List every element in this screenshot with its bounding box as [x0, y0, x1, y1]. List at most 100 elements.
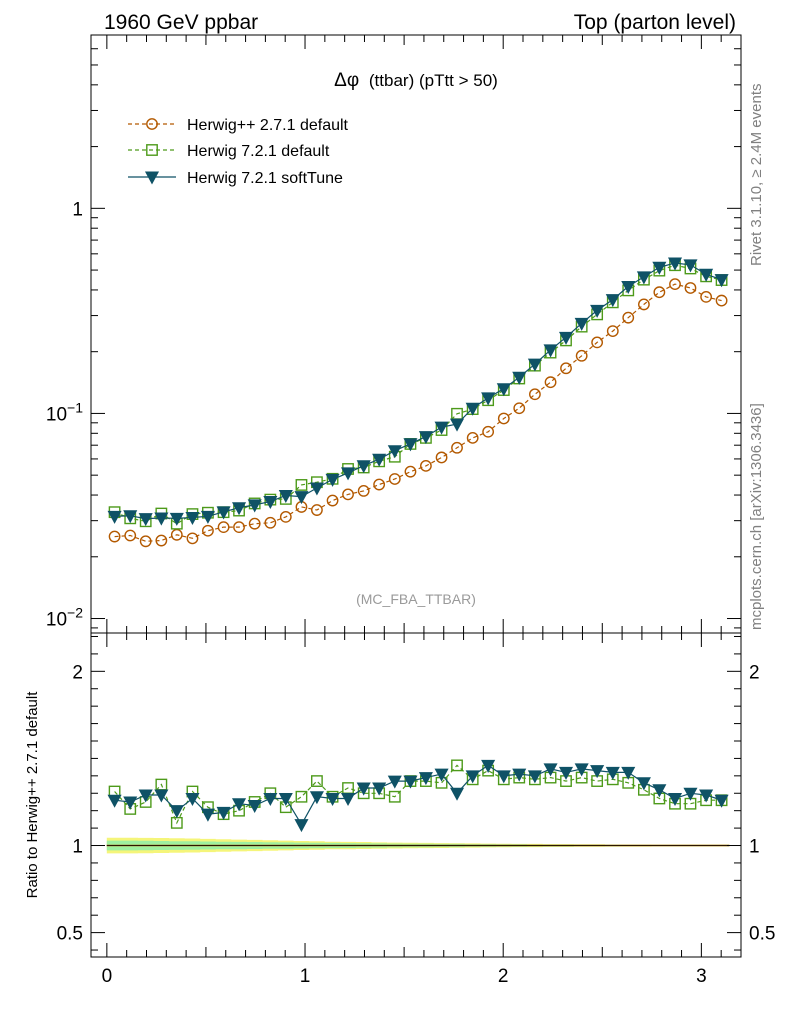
marker-square [388, 790, 401, 803]
marker-circle [357, 485, 370, 497]
marker-circle [233, 521, 245, 534]
marker-triangle [418, 431, 433, 445]
marker-triangle [481, 759, 496, 773]
marker-triangle [465, 770, 480, 784]
ratio-y-tick-label: 1 [72, 837, 83, 858]
main-panel: 10−210−11 Δφ (ttbar) (pTtt > 50) (MC_FBA… [46, 34, 742, 634]
marker-circle [466, 431, 479, 444]
marker-circle [404, 465, 417, 478]
marker-triangle [590, 304, 605, 318]
marker-circle [591, 336, 604, 349]
tick-label-exponent: −1 [67, 399, 83, 415]
marker-circle [575, 349, 588, 362]
series-2 [108, 259, 728, 530]
marker-triangle [403, 775, 418, 789]
ratio-y-tick-label: 0.5 [57, 924, 83, 945]
legend: Herwig++ 2.7.1 default Herwig 7.2.1 defau… [128, 117, 349, 187]
ratio-uncertainty-band [106, 837, 730, 854]
series-3 [107, 257, 729, 527]
marker-circle [560, 362, 572, 375]
analysis-label: (MC_FBA_TTBAR) [356, 591, 476, 607]
main-y-tick-label: 1 [72, 199, 83, 220]
marker-square [451, 759, 463, 772]
marker-triangle [356, 460, 371, 474]
marker-triangle [403, 438, 418, 452]
plot-title: Δφ (ttbar) (pTtt > 50) [334, 70, 498, 91]
marker-triangle [496, 383, 511, 397]
tick-label-exponent: −2 [67, 605, 83, 621]
marker-circle [497, 412, 510, 425]
marker-square [146, 144, 158, 156]
x-tick-label: 2 [498, 966, 509, 987]
marker-circle [435, 451, 448, 464]
marker-circle [388, 473, 401, 485]
marker-triangle [558, 766, 574, 780]
marker-triangle [558, 331, 574, 345]
marker-triangle [387, 445, 402, 459]
marker-triangle [169, 512, 184, 526]
tick-label-base: 10 [46, 610, 67, 631]
marker-triangle [185, 511, 200, 526]
marker-triangle [231, 502, 247, 516]
marker-triangle [683, 787, 698, 801]
marker-triangle [605, 766, 620, 780]
marker-triangle [714, 794, 729, 808]
marker-triangle [621, 766, 636, 780]
marker-triangle [107, 794, 122, 808]
marker-circle [202, 524, 214, 537]
marker-circle [186, 532, 199, 545]
marker-triangle [247, 499, 262, 513]
marker-circle [146, 118, 158, 130]
series-line [114, 262, 722, 520]
plot-title-symbol: Δφ [334, 70, 359, 91]
main-y-tick-label: 10−2 [46, 605, 83, 631]
ratio-panel: 0.5 0.5 1 1 2 2 0 1 2 3 Ratio to Herwig++ 2.7.1 d… [24, 632, 775, 987]
marker-triangle [309, 791, 324, 805]
marker-triangle [200, 510, 215, 524]
marker-triangle [714, 274, 729, 288]
marker-triangle [138, 513, 153, 527]
marker-triangle [481, 392, 496, 406]
marker-triangle [512, 768, 527, 782]
marker-triangle [325, 792, 340, 807]
marker-triangle [123, 796, 138, 810]
marker-circle [606, 325, 619, 337]
marker-circle [326, 494, 339, 507]
series-line [114, 264, 722, 525]
marker-triangle [667, 792, 683, 807]
marker-circle [342, 488, 354, 501]
marker-triangle [340, 467, 356, 481]
ratio-series-2 [107, 759, 729, 833]
ratio-ylabel: Ratio to Herwig++ 2.7.1 default [24, 691, 41, 899]
marker-triangle [449, 418, 465, 432]
marker-triangle [309, 482, 324, 496]
marker-circle [170, 528, 183, 541]
main-axis-ticks: 10−210−11 [46, 34, 741, 633]
marker-square [295, 790, 308, 803]
marker-triangle [434, 421, 449, 435]
marker-triangle [263, 792, 278, 807]
marker-square [295, 479, 308, 491]
marker-triangle [667, 257, 683, 271]
marker-triangle [107, 510, 122, 524]
marker-circle [529, 388, 541, 401]
marker-circle [248, 517, 261, 530]
marker-triangle [372, 782, 387, 796]
marker-triangle [372, 453, 387, 467]
header-right: Top (parton level) [574, 11, 736, 34]
ratio-frame [90, 632, 742, 958]
x-tick-label: 3 [696, 966, 707, 987]
ratio-series-1 [108, 759, 728, 829]
marker-triangle [699, 268, 714, 282]
marker-triangle [263, 496, 278, 510]
marker-circle [373, 478, 386, 491]
marker-circle [155, 534, 168, 547]
legend-label: Herwig 7.2.1 default [187, 143, 330, 160]
side-mcplots-label: mcplots.cern.ch [arXiv:1306.3436] [748, 403, 765, 630]
marker-triangle [138, 789, 153, 803]
marker-triangle [200, 808, 215, 822]
tick-label-base: 10 [46, 404, 67, 425]
marker-triangle [185, 792, 200, 807]
marker-circle [544, 376, 557, 389]
